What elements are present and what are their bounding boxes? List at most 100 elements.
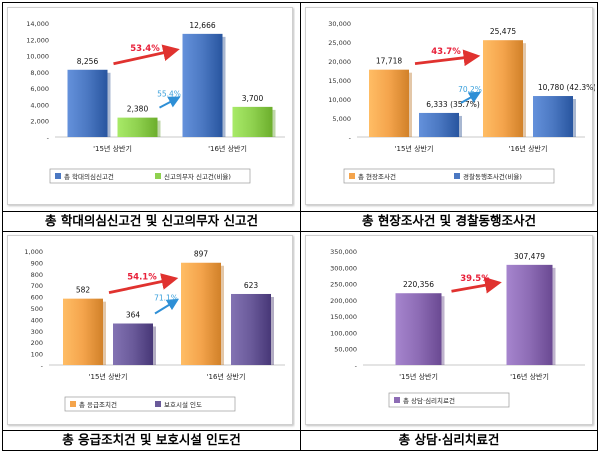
y-tick-label: 12,000 <box>26 36 49 44</box>
grid-divider-h3 <box>3 430 597 431</box>
y-tick-label: - <box>349 134 352 142</box>
grid-divider-h1 <box>3 211 597 212</box>
y-tick-label: - <box>47 134 50 142</box>
growth-rate-label: 71.1% <box>154 294 178 303</box>
growth-rate-label: 70.2% <box>458 85 482 94</box>
x-tick-label: '16년 상반기 <box>208 144 247 153</box>
chart-2-panel: 30,000 25,000 20,000 15,000 10,000 5,000 - 17,7… <box>303 5 595 209</box>
growth-rate-label: 54.1% <box>127 273 157 283</box>
growth-arrow-red <box>113 44 180 66</box>
legend-box <box>49 168 251 184</box>
legend-label: 총 현장조사건 <box>358 172 396 181</box>
y-tick-label: - <box>355 362 358 370</box>
y-tick-label: 25,000 <box>328 39 351 47</box>
bar-primary <box>67 69 108 137</box>
y-tick-label: 250,000 <box>330 281 357 289</box>
y-tick-label: 14,000 <box>26 20 49 28</box>
y-tick-label: 500 <box>31 305 43 313</box>
bar-primary <box>483 40 523 137</box>
x-tick-label: '15년 상반기 <box>399 372 438 381</box>
grid-divider-h2 <box>3 231 597 232</box>
legend-label: 총 학대의심신고건 <box>64 172 114 181</box>
data-label: 6,333 (35.7%) <box>426 100 480 109</box>
growth-arrow-red <box>451 276 502 294</box>
grid-divider-vertical <box>300 3 301 450</box>
y-tick-label: 350,000 <box>330 248 357 256</box>
data-label: 307,479 <box>514 252 545 261</box>
y-tick-label: 10,000 <box>26 53 49 61</box>
data-label: 220,356 <box>403 280 434 289</box>
bar-primary <box>506 264 553 365</box>
y-tick-label: 2,000 <box>30 118 49 126</box>
legend-box <box>388 392 510 408</box>
y-tick-label: 50,000 <box>334 346 357 354</box>
data-label: 582 <box>76 286 91 295</box>
y-tick-label: 600 <box>31 294 43 302</box>
legend-swatch <box>394 397 400 403</box>
y-tick-label: 300,000 <box>330 264 357 272</box>
bar-secondary <box>231 293 271 365</box>
bar-secondary <box>533 96 573 137</box>
chart-1-panel: 14,000 12,000 10,000 8,000 6,000 4,000 2,000 - 8… <box>5 5 295 209</box>
chart-2-caption: 총 현장조사건 및 경찰동행조사건 <box>361 213 537 228</box>
data-label: 10,780 (42.3%) <box>538 83 595 92</box>
chart-1-caption: 총 학대의심신고건 및 신고의무자 신고건 <box>45 213 258 228</box>
growth-arrow-blue <box>154 298 180 315</box>
growth-rate-label: 53.4% <box>130 44 160 54</box>
legend-label: 경찰동행조사건(비율) <box>463 172 522 181</box>
data-label: 3,700 <box>242 94 264 103</box>
y-tick-label: 10,000 <box>328 96 351 104</box>
x-tick-label: '15년 상반기 <box>395 144 434 153</box>
bar-primary <box>181 262 221 365</box>
bar-secondary <box>419 112 459 137</box>
y-tick-label: 30,000 <box>328 20 351 28</box>
growth-arrow-blue <box>159 96 181 109</box>
chart-2-svg: 30,000 25,000 20,000 15,000 10,000 5,000 - 17,7… <box>328 20 595 184</box>
y-tick-label: 100,000 <box>330 329 357 337</box>
legend-swatch <box>454 173 460 179</box>
y-tick-label: - <box>41 362 44 370</box>
growth-rate-label: 39.5% <box>460 274 490 284</box>
y-tick-label: 6,000 <box>30 85 49 93</box>
growth-arrow-red <box>414 49 481 67</box>
bar-primary <box>182 33 223 137</box>
x-tick-label: '16년 상반기 <box>207 372 246 381</box>
data-label: 897 <box>194 250 209 259</box>
y-tick-label: 300 <box>31 328 43 336</box>
data-label: 364 <box>126 311 141 320</box>
legend-swatch <box>55 173 61 179</box>
legend-box <box>343 168 555 184</box>
y-tick-label: 200 <box>31 339 43 347</box>
growth-rate-label: 55.4% <box>157 90 181 99</box>
legend-label: 신고의무자 신고건(비율) <box>164 172 231 181</box>
legend-label: 총 응급조치건 <box>79 400 117 409</box>
bar-primary <box>63 298 103 365</box>
chart-4-caption: 총 상담·심리치료건 <box>398 432 500 447</box>
y-tick-label: 800 <box>31 271 43 279</box>
legend-swatch <box>155 173 161 179</box>
chart-4-panel: 350,000 300,000 250,000 200,000 150,000 100,0… <box>303 233 595 429</box>
data-label: 17,718 <box>376 57 402 66</box>
x-tick-label: '15년 상반기 <box>93 144 132 153</box>
data-label: 12,666 <box>189 21 215 30</box>
legend-label: 보호시설 인도 <box>164 400 202 409</box>
bar-secondary <box>117 117 158 137</box>
y-tick-label: 900 <box>31 259 43 267</box>
chart-1-svg: 14,000 12,000 10,000 8,000 6,000 4,000 2,000 - 8… <box>26 20 285 184</box>
x-tick-label: '16년 상반기 <box>509 144 548 153</box>
x-tick-label: '15년 상반기 <box>89 372 128 381</box>
y-tick-label: 4,000 <box>30 101 49 109</box>
data-label: 623 <box>244 281 259 290</box>
bar-primary <box>395 293 442 365</box>
legend-swatch <box>155 401 161 407</box>
legend-box <box>64 396 236 412</box>
bar-secondary <box>113 323 153 365</box>
chart-4-svg: 350,000 300,000 250,000 200,000 150,000 100,0… <box>330 248 585 408</box>
y-tick-label: 20,000 <box>328 58 351 66</box>
bar-primary <box>369 69 409 137</box>
y-tick-label: 1,000 <box>24 248 43 256</box>
chart-3-panel: 1,000 900 800 700 600 500 400 300 200 100 - 582 364 '… <box>5 233 295 429</box>
legend-label: 총 상담·심리치료건 <box>403 396 455 405</box>
data-label: 25,475 <box>490 27 516 36</box>
